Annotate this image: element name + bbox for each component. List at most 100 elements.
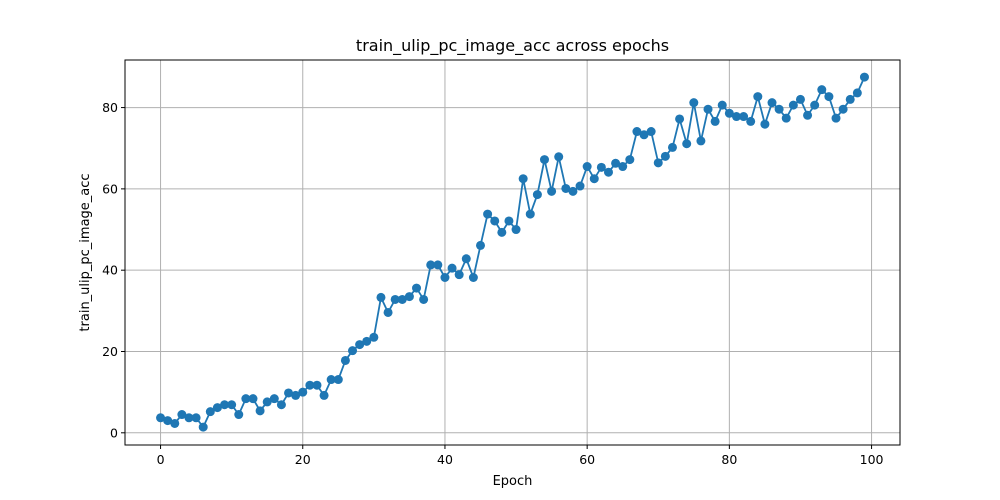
data-point xyxy=(241,394,251,404)
data-point xyxy=(490,216,500,226)
plot-area-frame xyxy=(124,59,901,446)
data-point xyxy=(739,112,749,122)
data-point xyxy=(191,413,201,423)
data-point xyxy=(724,108,734,118)
data-point xyxy=(312,380,322,390)
data-point xyxy=(653,158,663,168)
data-point xyxy=(461,254,471,264)
data-point xyxy=(596,162,606,172)
data-point xyxy=(269,394,279,404)
data-point xyxy=(852,88,862,98)
x-tick-label: 80 xyxy=(721,452,737,467)
data-point xyxy=(419,294,429,304)
data-point xyxy=(753,92,763,102)
data-point xyxy=(426,260,436,270)
data-point xyxy=(184,413,194,423)
data-point xyxy=(817,85,827,95)
data-point xyxy=(362,336,372,346)
data-point xyxy=(589,174,599,184)
x-tick-label: 0 xyxy=(157,452,165,467)
data-point xyxy=(447,263,457,273)
data-point xyxy=(376,292,386,302)
axis-ticks: 0 20 40 60 80 100 0 20 40 60 80 xyxy=(102,100,883,467)
data-point xyxy=(568,186,578,196)
data-point xyxy=(646,127,656,137)
data-point xyxy=(383,307,393,317)
data-point xyxy=(198,422,208,432)
data-point xyxy=(660,151,670,161)
data-point xyxy=(717,100,727,110)
data-point xyxy=(468,273,478,283)
data-point xyxy=(454,270,464,280)
data-point xyxy=(319,390,329,400)
x-tick-label: 20 xyxy=(295,452,311,467)
data-point xyxy=(220,400,230,410)
data-point xyxy=(305,380,315,390)
data-point xyxy=(554,152,564,162)
data-point xyxy=(248,394,258,404)
data-point xyxy=(234,410,244,420)
x-tick-label: 60 xyxy=(579,452,595,467)
data-point xyxy=(212,403,222,413)
data-point xyxy=(476,240,486,250)
data-point xyxy=(511,225,521,235)
data-point xyxy=(284,388,294,398)
data-point xyxy=(348,346,358,356)
data-point xyxy=(760,119,770,129)
data-point xyxy=(298,387,308,397)
data-point xyxy=(369,332,379,342)
data-point xyxy=(667,142,677,152)
data-point xyxy=(689,98,699,108)
data-point xyxy=(440,273,450,283)
data-point xyxy=(831,113,841,123)
data-point xyxy=(227,400,237,410)
data-point xyxy=(504,216,514,226)
chart-title: train_ulip_pc_image_acc across epochs xyxy=(356,36,669,56)
data-point xyxy=(731,112,741,122)
y-tick-label: 60 xyxy=(102,181,118,196)
data-point xyxy=(525,209,535,219)
data-point xyxy=(845,94,855,104)
data-point xyxy=(547,186,557,196)
y-axis-label: train_ulip_pc_image_acc xyxy=(78,173,93,331)
data-point xyxy=(291,390,301,400)
data-point xyxy=(532,190,542,200)
series-layer xyxy=(156,72,869,432)
data-point xyxy=(710,116,720,126)
data-point xyxy=(412,283,422,293)
data-point xyxy=(625,155,635,165)
data-point xyxy=(355,340,365,350)
data-point xyxy=(575,181,585,191)
y-tick-label: 20 xyxy=(102,344,118,359)
data-point xyxy=(774,104,784,114)
data-point xyxy=(276,400,286,410)
data-point xyxy=(803,110,813,120)
data-point xyxy=(703,104,713,114)
y-tick-label: 0 xyxy=(110,425,118,440)
data-point xyxy=(340,355,350,365)
data-point xyxy=(788,100,798,110)
data-point xyxy=(810,100,820,110)
data-point xyxy=(333,375,343,385)
data-point xyxy=(611,158,621,168)
data-point xyxy=(675,114,685,124)
data-point xyxy=(205,407,215,417)
data-point xyxy=(859,72,869,82)
x-tick-label: 40 xyxy=(437,452,453,467)
y-tick-label: 40 xyxy=(102,263,118,278)
data-point xyxy=(177,410,187,420)
data-point xyxy=(170,418,180,428)
data-point xyxy=(682,139,692,149)
data-point xyxy=(262,397,272,407)
x-tick-label: 100 xyxy=(860,452,884,467)
data-point xyxy=(639,130,649,140)
data-point xyxy=(632,127,642,137)
data-point xyxy=(163,416,173,426)
data-point xyxy=(618,162,628,172)
data-point xyxy=(397,294,407,304)
data-point xyxy=(696,136,706,146)
data-point xyxy=(582,162,592,172)
